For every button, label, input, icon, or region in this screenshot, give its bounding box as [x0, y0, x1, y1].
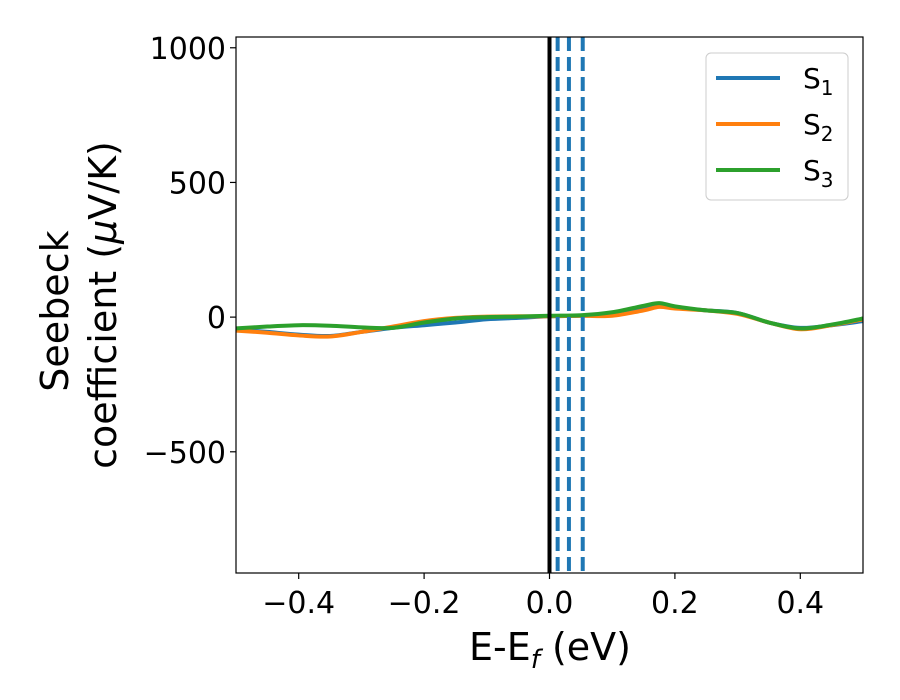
- x-tick-label: −0.4: [262, 586, 335, 621]
- y-tick-label: 500: [169, 166, 226, 201]
- series-line-s3: [236, 301, 863, 331]
- legend-label-s3: S3: [803, 154, 834, 192]
- y-axis-label-line2: coefficient (μV/K): [81, 141, 125, 469]
- y-axis-label: Seebeck coefficient (μV/K): [33, 141, 125, 469]
- plot-area: [236, 37, 863, 573]
- y-axis-label-line1: Seebeck: [33, 230, 77, 391]
- axes: −0.4 −0.2 0.0 0.2 0.4 −500 0 500 1000: [144, 32, 864, 621]
- x-tick-label: 0.0: [526, 586, 574, 621]
- legend-frame: [705, 52, 849, 201]
- legend-label-s2: S2: [803, 108, 834, 146]
- x-tick-label: −0.2: [388, 586, 461, 621]
- y-tick-label: 1000: [150, 32, 226, 67]
- legend: S1 S2 S3: [705, 52, 849, 201]
- y-tick-label: 0: [207, 301, 226, 336]
- y-tick-label: −500: [144, 436, 226, 471]
- x-tick-label: 0.4: [776, 586, 824, 621]
- legend-label-s1: S1: [803, 62, 834, 100]
- x-tick-label: 0.2: [651, 586, 699, 621]
- x-axis-label: E-Ef (eV): [469, 625, 631, 675]
